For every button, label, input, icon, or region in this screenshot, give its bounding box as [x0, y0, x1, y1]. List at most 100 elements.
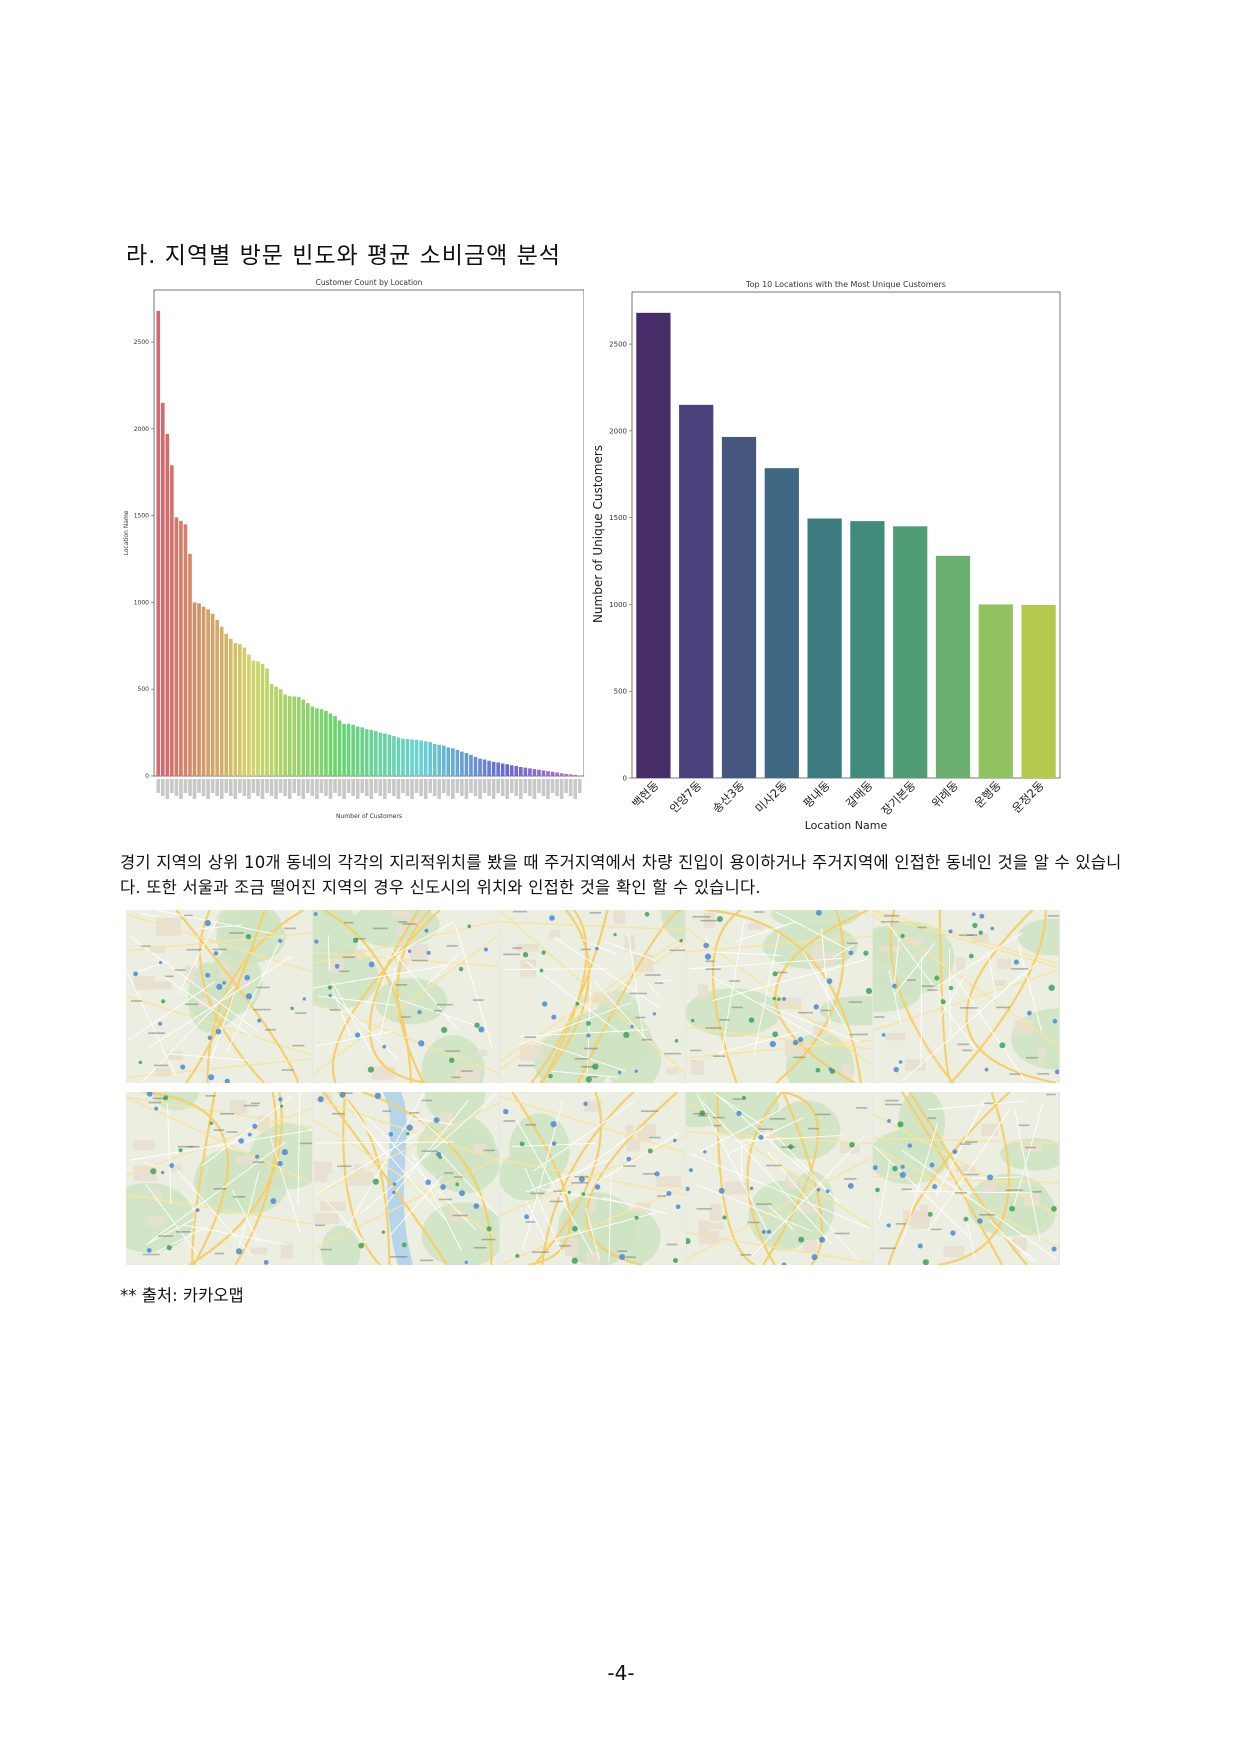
bar: [373, 731, 378, 776]
map-graphic: [499, 910, 686, 1083]
bar: [764, 468, 799, 778]
bar: [555, 772, 559, 776]
bar: [342, 723, 346, 776]
x-tick-label: [446, 779, 451, 796]
bar: [287, 696, 292, 776]
bar: [210, 613, 215, 776]
x-tick-label: 안양7동: [667, 778, 705, 816]
x-tick-label: [301, 779, 306, 799]
x-tick-label: [460, 779, 464, 796]
x-tick-label: [577, 779, 582, 793]
x-axis-label: Number of Customers: [336, 813, 402, 820]
bar: [893, 526, 928, 778]
bar: [378, 732, 383, 776]
bar: [491, 761, 496, 776]
bar: [396, 737, 401, 776]
x-tick-label: [550, 779, 555, 793]
bar: [496, 762, 500, 776]
top10-unique-customers-chart: Top 10 Locations with the Most Unique Cu…: [584, 276, 1074, 832]
bar: [224, 633, 229, 776]
bar: [568, 774, 573, 776]
bar: [328, 713, 333, 776]
x-tick-label: [360, 779, 365, 793]
map-graphic: [686, 1092, 873, 1265]
page-number: -4-: [607, 1661, 635, 1685]
x-tick-label: [183, 779, 188, 793]
bar: [500, 763, 505, 776]
x-tick-label: [283, 779, 287, 796]
bar: [301, 699, 306, 776]
bar: [446, 747, 451, 776]
x-tick-label: [256, 779, 260, 796]
x-tick-label: [274, 779, 278, 799]
bar: [292, 696, 297, 776]
bar: [369, 730, 374, 776]
x-tick-label: [188, 779, 192, 796]
bar: [206, 609, 210, 776]
bar: [478, 758, 482, 776]
map-graphic: [126, 1092, 312, 1265]
map-graphic: [873, 1092, 1059, 1265]
x-tick-label: [219, 779, 224, 799]
bar: [546, 771, 550, 776]
x-tick-label: [487, 779, 491, 796]
y-tick-label: 0: [145, 773, 149, 780]
bar: [256, 661, 260, 776]
map-row-top: [126, 910, 1060, 1083]
x-tick-label: [287, 779, 292, 799]
x-tick-label: [228, 779, 233, 796]
x-tick-label: [333, 779, 337, 793]
bar: [487, 760, 491, 776]
x-tick-label: [491, 779, 496, 799]
bar: [550, 771, 555, 776]
x-tick-label: [197, 779, 201, 793]
y-axis-label: Location Name: [123, 510, 130, 555]
x-tick-label: [160, 779, 165, 796]
x-tick-label: [383, 779, 387, 799]
x-tick-label: [441, 779, 446, 793]
bar: [419, 740, 423, 776]
customer-count-chart: Customer Count by Location Location Name…: [120, 276, 592, 832]
x-tick-label: [387, 779, 392, 793]
bar: [387, 734, 392, 776]
x-tick-label: [292, 779, 297, 793]
x-tick-label: [419, 779, 423, 796]
x-tick-label: [310, 779, 315, 796]
bar: [423, 741, 428, 776]
x-tick-label: [251, 779, 256, 793]
bar: [247, 654, 251, 776]
bar: [201, 606, 206, 776]
y-tick-label: 2000: [134, 426, 149, 433]
y-tick-label: 500: [614, 688, 627, 696]
bar: [537, 769, 541, 776]
bar: [324, 710, 328, 776]
section-heading: 라. 지역별 방문 빈도와 평균 소비금액 분석: [126, 243, 561, 269]
top10-chart-svg: Top 10 Locations with the Most Unique Cu…: [591, 280, 1061, 832]
map-graphic: [312, 910, 499, 1083]
y-tick-label: 2000: [609, 427, 627, 435]
x-tick-label: [541, 779, 546, 796]
bar: [265, 668, 269, 776]
bar: [679, 404, 714, 778]
bar: [364, 729, 369, 776]
bar: [179, 520, 183, 776]
x-tick-label: [464, 779, 469, 799]
map-graphic: [312, 1092, 499, 1265]
x-tick-label: 평내동: [800, 778, 832, 810]
x-tick-label: [324, 779, 328, 796]
bar: [260, 664, 265, 776]
bar: [564, 773, 568, 776]
y-tick-label: 500: [138, 686, 150, 693]
bar: [528, 768, 532, 776]
bar: [269, 684, 274, 776]
x-tick-label: [405, 779, 410, 796]
y-tick-label: 1000: [134, 599, 149, 606]
x-tick-label: [238, 779, 242, 793]
bar: [215, 619, 219, 776]
bar: [183, 524, 188, 776]
y-tick-label: 2500: [134, 339, 149, 346]
x-tick-label: [165, 779, 170, 799]
x-tick-label: [346, 779, 351, 793]
bar: [242, 647, 247, 776]
bar: [807, 518, 842, 778]
